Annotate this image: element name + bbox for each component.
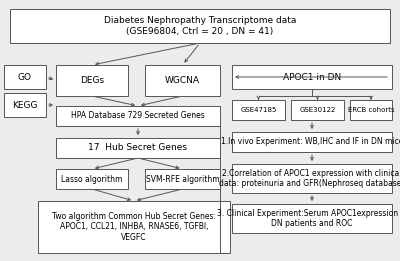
Text: GSE30122: GSE30122 (299, 107, 336, 113)
Text: Two algorithm Common Hub Secret Genes:
APOC1, CCL21, INHBA, RNASE6, TGFBI,
VEGFC: Two algorithm Common Hub Secret Genes: A… (52, 212, 216, 242)
FancyBboxPatch shape (232, 164, 392, 193)
Text: Diabetes Nephropathy Transcriptome data
(GSE96804, Ctrl = 20 , DN = 41): Diabetes Nephropathy Transcriptome data … (104, 16, 296, 36)
FancyBboxPatch shape (4, 93, 46, 117)
Text: GSE47185: GSE47185 (240, 107, 277, 113)
FancyBboxPatch shape (232, 65, 392, 89)
FancyBboxPatch shape (291, 100, 344, 120)
FancyBboxPatch shape (56, 138, 220, 158)
Text: GO: GO (18, 73, 32, 81)
FancyBboxPatch shape (145, 65, 220, 96)
FancyBboxPatch shape (38, 201, 230, 253)
Text: 3. Clinical Experiment:Serum APOC1expression in
DN patients and ROC: 3. Clinical Experiment:Serum APOC1expres… (217, 209, 400, 228)
Text: APOC1 in DN: APOC1 in DN (283, 73, 341, 81)
Text: 2.Correlation of APOC1 expression with clinical
data: proteinuria and GFR(Nephro: 2.Correlation of APOC1 expression with c… (219, 169, 400, 188)
Text: HPA Database 729 Secreted Genes: HPA Database 729 Secreted Genes (71, 111, 205, 121)
FancyBboxPatch shape (56, 65, 128, 96)
FancyBboxPatch shape (4, 65, 46, 89)
Text: DEGs: DEGs (80, 76, 104, 85)
FancyBboxPatch shape (232, 100, 285, 120)
Text: WGCNA: WGCNA (165, 76, 200, 85)
FancyBboxPatch shape (350, 100, 392, 120)
FancyBboxPatch shape (10, 9, 390, 43)
FancyBboxPatch shape (145, 169, 220, 189)
FancyBboxPatch shape (56, 106, 220, 126)
Text: Lasso algorithm: Lasso algorithm (61, 175, 123, 183)
FancyBboxPatch shape (56, 169, 128, 189)
Text: 1.In vivo Experiment: WB,IHC and IF in DN mice: 1.In vivo Experiment: WB,IHC and IF in D… (221, 138, 400, 146)
Text: SVM-RFE algorithm: SVM-RFE algorithm (146, 175, 219, 183)
Text: KEGG: KEGG (12, 100, 38, 110)
FancyBboxPatch shape (232, 132, 392, 152)
Text: ERCB cohorts: ERCB cohorts (348, 107, 394, 113)
FancyBboxPatch shape (232, 204, 392, 233)
Text: 17  Hub Secret Genes: 17 Hub Secret Genes (88, 144, 188, 152)
